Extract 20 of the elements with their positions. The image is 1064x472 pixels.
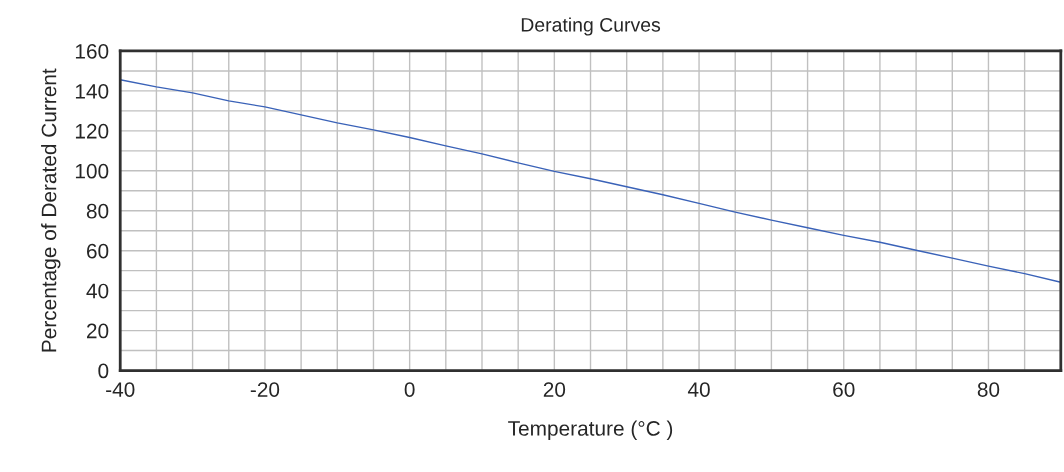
y-tick-label: 60 <box>87 243 109 259</box>
y-tick-label: 160 <box>75 43 109 59</box>
y-tick-label: 120 <box>75 123 109 139</box>
x-tick-label: -20 <box>250 382 280 397</box>
x-axis-title: Temperature (°C ) <box>508 420 673 440</box>
y-tick-label: 40 <box>86 283 109 299</box>
x-tick-label: -40 <box>106 382 135 397</box>
y-tick-label: 80 <box>86 203 109 219</box>
y-tick-label: 140 <box>75 83 109 99</box>
x-tick-label: 60 <box>833 382 855 397</box>
y-tick-label: 0 <box>98 363 109 379</box>
y-tick-label: 20 <box>87 323 109 339</box>
y-tick-label: 100 <box>75 163 109 179</box>
x-tick-label: 20 <box>543 382 566 397</box>
x-tick-label: 40 <box>687 382 710 397</box>
chart-title: Derating Curves <box>521 17 661 36</box>
x-tick-label: 80 <box>977 382 1000 397</box>
line-series <box>120 79 1061 283</box>
x-tick-label: 0 <box>404 382 415 397</box>
y-axis-title: Percentage of Derated Current <box>41 68 61 352</box>
